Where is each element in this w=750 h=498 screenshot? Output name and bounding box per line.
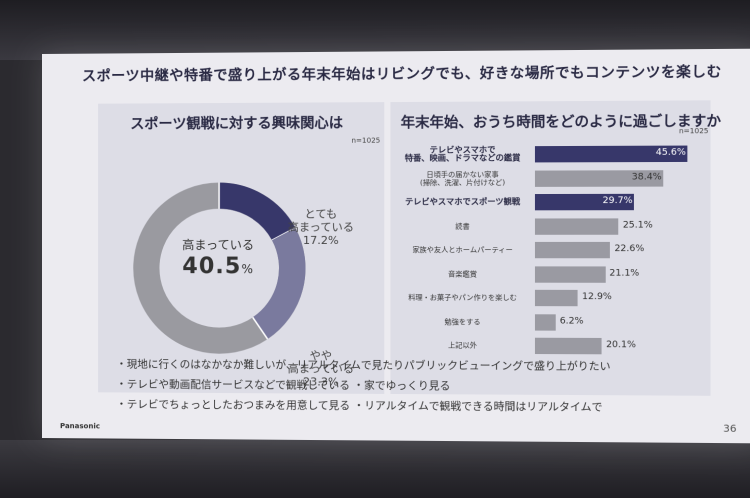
- page-number: 36: [723, 424, 736, 435]
- donut-center-unit: %: [241, 262, 254, 276]
- bar-category-label: 日頃手の届かない家事 (掃除、洗濯、片付けなど): [395, 170, 531, 187]
- bar-chart-title: 年末年始、おうち時間をどのように過ごしますか: [401, 111, 721, 133]
- bar-row: 家族や友人とホームパーティー 22.6%: [390, 240, 710, 258]
- bar-category-label: 家族や友人とホームパーティー: [395, 246, 531, 254]
- bar-value-label: 25.1%: [623, 220, 653, 230]
- bar: [535, 338, 602, 355]
- bar: [535, 314, 556, 330]
- bar-value-label: 20.1%: [606, 340, 636, 350]
- bar-value-label: 22.6%: [614, 244, 644, 254]
- bar-category-label: 上記以外: [395, 341, 531, 350]
- bar-row: テレビやスマホでスポーツ観戦 29.7%: [390, 192, 710, 211]
- bar-category-label: テレビやスマホでスポーツ観戦: [395, 198, 531, 206]
- bar: [535, 290, 578, 306]
- bar-row: 上記以外 20.1%: [390, 335, 710, 355]
- background-bottom: [0, 440, 750, 498]
- bar-row: 勉強をする 6.2%: [390, 311, 710, 330]
- bar-row: 音楽鑑賞 21.1%: [390, 264, 710, 283]
- bar-category-label: テレビやスマホで 特番、映画、ドラマなどの鑑賞: [395, 146, 531, 163]
- bar-category-label: 音楽鑑賞: [395, 270, 531, 278]
- bar: [535, 242, 610, 258]
- bar-sample-size: n=1025: [679, 127, 709, 135]
- donut-center-value: 40.5%: [162, 254, 273, 279]
- bar-category-label: 読書: [395, 222, 531, 230]
- brand-logo: Panasonic: [60, 422, 100, 430]
- segment-label-very-pct: 17.2%: [280, 234, 362, 247]
- bar-value-label: 29.7%: [603, 196, 633, 206]
- slide-title: スポーツ中継や特番で盛り上がる年末年始はリビングでも、好きな場所でもコンテンツを…: [82, 61, 740, 86]
- bar-chart: テレビやスマホで 特番、映画、ドラマなどの鑑賞 45.6% 日頃手の届かない家事 (…: [390, 100, 710, 102]
- bar-value-label: 6.2%: [560, 316, 584, 326]
- bar: [535, 218, 619, 234]
- bar-value-label: 45.6%: [656, 148, 686, 158]
- bar-row: 読書 25.1%: [390, 216, 710, 235]
- bar-value-label: 38.4%: [632, 172, 662, 182]
- holiday-panel: 年末年始、おうち時間をどのように過ごしますか n=1025 テレビやスマホで 特…: [390, 100, 710, 395]
- bar-row: 日頃手の届かない家事 (掃除、洗濯、片付けなど) 38.4%: [390, 168, 710, 187]
- donut-center-number: 40.5: [182, 254, 241, 279]
- donut-slice-very: [219, 196, 284, 234]
- comment-list: ・現地に行くのはなかなか難しいが、リアルタイムで見たりパブリックビューイングで盛…: [116, 354, 733, 418]
- bar-value-label: 21.1%: [609, 268, 639, 278]
- bar-row: 料理・お菓子やパン作りを楽しむ 12.9%: [390, 288, 710, 307]
- bar-value-label: 12.9%: [582, 292, 612, 302]
- bar: [535, 266, 605, 282]
- interest-panel: スポーツ観戦に対する興味関心は n=1025 高まっている 40.5% とても …: [98, 102, 384, 394]
- donut-center-label: 高まっている: [162, 236, 273, 253]
- comment-item: ・テレビでちょっとしたおつまみを用意して見る ・リアルタイムで観戦できる時間はリ…: [116, 394, 733, 418]
- segment-label-very: とても 高まっている 17.2%: [280, 208, 362, 247]
- bar-category-label: 料理・お菓子やパン作りを楽しむ: [395, 294, 531, 302]
- segment-label-very-text: とても 高まっている: [288, 208, 354, 234]
- bar-row: テレビやスマホで 特番、映画、ドラマなどの鑑賞 45.6%: [390, 143, 710, 162]
- bar-category-label: 勉強をする: [395, 317, 531, 326]
- presentation-slide: スポーツ中継や特番で盛り上がる年末年始はリビングでも、好きな場所でもコンテンツを…: [42, 49, 750, 444]
